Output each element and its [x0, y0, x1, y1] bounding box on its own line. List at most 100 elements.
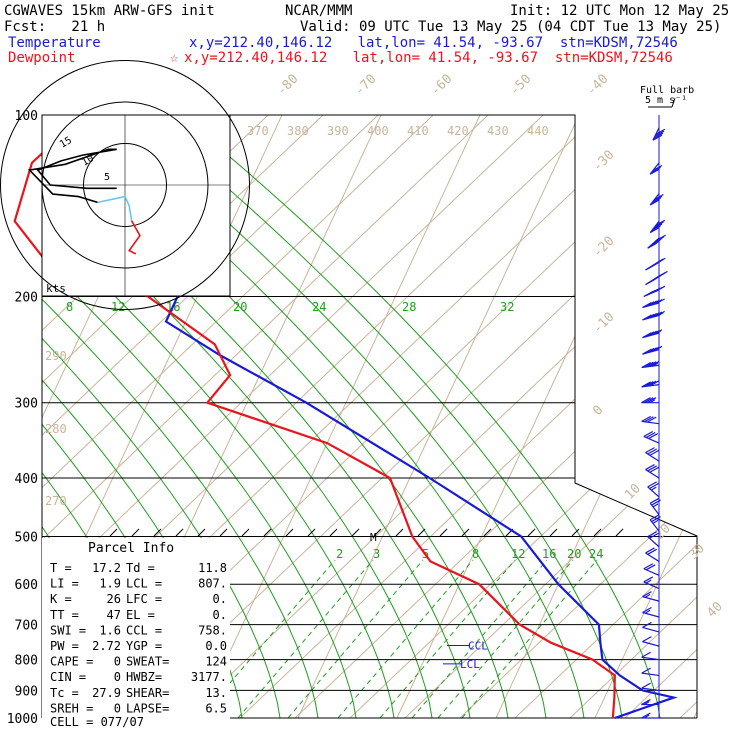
wind-barb-flag: [647, 548, 657, 555]
parcel-key: CCL =: [126, 623, 162, 637]
hatch-tick: [527, 528, 536, 537]
wind-barb-flag: [647, 347, 658, 354]
parcel-key: SREH =: [50, 701, 93, 715]
parcel-key: EL =: [126, 608, 155, 622]
hatch-tick: [109, 528, 118, 537]
theta-label: 380: [287, 124, 309, 138]
parcel-key: SHEAR=: [126, 686, 169, 700]
barb-legend-title: Full barb: [640, 85, 695, 96]
isotherm-label: 0: [590, 403, 606, 419]
wind-barb-flag: [653, 132, 664, 139]
isotherm-line: [495, 115, 697, 718]
wind-barb-flag: [642, 301, 652, 309]
wind-barb-flag: [642, 591, 652, 598]
wind-barb-flag: [649, 532, 659, 539]
wind-barb-flag: [652, 311, 663, 318]
parcel-value: 0.0: [205, 639, 227, 653]
parcel-value: 47: [107, 608, 121, 622]
wind-barb-flag: [643, 576, 654, 583]
wind-barb-flag: [646, 397, 657, 404]
parcel-key: SWI =: [50, 623, 86, 637]
barb-legend-sample-flag: [671, 97, 676, 108]
wind-barb-flag: [649, 199, 660, 206]
dewpoint-location: x,y=212.40,146.12 lat,lon= 41.54, -93.67…: [184, 50, 673, 66]
mixing-ratio-low-label: 16: [542, 547, 556, 561]
wind-barb-flag: [650, 299, 660, 306]
agency-label: NCAR/MMM: [285, 3, 353, 19]
mixing-ratio-top-label: 32: [500, 300, 514, 314]
mixing-ratio-line: [199, 559, 336, 718]
wind-barb-flag: [647, 531, 657, 538]
wind-barb-flag: [644, 347, 655, 354]
dry-adiabat-line: [624, 115, 697, 718]
wind-barb-half-flag: [652, 503, 659, 508]
pressure-tick-label: 600: [15, 578, 38, 593]
temperature-legend-label: Temperature: [8, 35, 101, 51]
wind-barb-flag: [641, 397, 651, 404]
mixing-ratio-top-label: 28: [402, 300, 416, 314]
hodograph-ring-label: 15: [58, 135, 74, 151]
wind-barb-flag: [647, 330, 658, 337]
isotherm-label: 40: [704, 599, 726, 621]
parcel-value: 0.: [213, 608, 227, 622]
isotherm-line: [396, 115, 679, 718]
pressure-tick-label: 700: [15, 619, 38, 634]
wind-barb: [649, 502, 660, 516]
parcel-info-box: [42, 538, 230, 728]
init-time: Init: 12 UTC Mon 12 May 25: [510, 3, 730, 19]
model-title: CGWAVES 15km ARW-GFS init: [4, 3, 215, 19]
parcel-key: LAPSE=: [126, 701, 169, 715]
mixing-ratio-low-label: 24: [589, 547, 603, 561]
hatch-tick: [241, 528, 250, 537]
dry-adiabat-line: [239, 115, 697, 718]
parcel-value: 2.72: [92, 639, 121, 653]
isotherm-label: -20: [590, 234, 617, 261]
wind-barb-flag: [642, 621, 652, 628]
wind-barb-half-flag: [655, 330, 662, 335]
wind-barb-flag: [644, 361, 654, 368]
parcel-value: 1.9: [99, 577, 121, 591]
wind-barb: [642, 626, 660, 633]
wind-barb-flag: [656, 234, 667, 241]
isotherm-label: -50: [507, 72, 534, 99]
hatch-tick: [373, 528, 382, 537]
dry-adiabat-line: [514, 115, 697, 718]
parcel-value: 124: [205, 655, 227, 669]
ccl-label: CCL: [468, 639, 488, 652]
parcel-value: 11.8: [198, 561, 227, 575]
parcel-value: 0.: [213, 592, 227, 606]
parcel-key: LCL =: [126, 577, 162, 591]
pressure-tick-label: 900: [15, 684, 38, 699]
wind-barb-flag: [651, 516, 661, 523]
mixing-ratio-top-label: 8: [66, 300, 73, 314]
wind-barb-flag: [646, 380, 657, 387]
wind-barb-flag: [641, 712, 651, 719]
wind-barb-half-flag: [644, 609, 651, 614]
forecast-hour: Fcst: 21 h: [4, 19, 106, 35]
parcel-key: T =: [50, 561, 72, 575]
dry-adiabat-line: [42, 115, 489, 718]
wind-barb-flag: [654, 194, 664, 201]
hatch-tick: [483, 528, 492, 537]
hatch-tick: [439, 528, 448, 537]
wind-barbs: [641, 127, 668, 719]
wind-barb-flag: [641, 415, 651, 422]
wind-barb-flag: [649, 514, 660, 521]
dry-adiabat-line: [184, 115, 697, 718]
parcel-key: CIN =: [50, 670, 86, 684]
dry-adiabat-line: [569, 115, 697, 718]
moist-adiabat-curve: [42, 115, 319, 718]
pressure-tick-label: 800: [15, 654, 38, 669]
parcel-value: 3177.: [191, 670, 227, 684]
theta-label: 440: [527, 124, 549, 138]
wind-barb: [642, 611, 660, 618]
parcel-key: K =: [50, 592, 72, 606]
wind-barb-half-flag: [649, 399, 656, 404]
wind-barb-flag: [641, 682, 651, 689]
wind-barb-flag: [643, 430, 654, 437]
wind-barb-half-flag: [645, 579, 652, 584]
mixing-ratio-line: [287, 559, 424, 718]
mixing-ratio-low-label: 3: [373, 547, 380, 561]
isotherm-label: -70: [352, 72, 379, 99]
